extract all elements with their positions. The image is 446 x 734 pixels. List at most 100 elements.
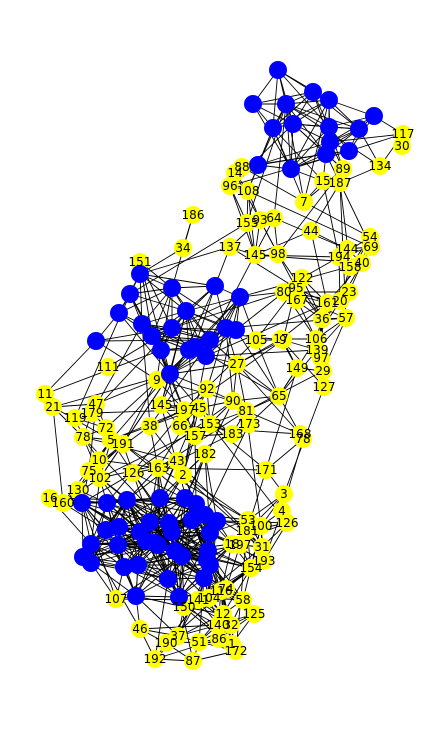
blue-node — [170, 588, 188, 606]
yellow-node — [221, 177, 239, 195]
node-label: 145 — [244, 248, 267, 262]
node-label: 45 — [191, 401, 206, 415]
graph-edge — [229, 246, 297, 289]
blue-node — [163, 279, 181, 297]
blue-node — [269, 61, 287, 79]
yellow-node — [175, 401, 193, 419]
yellow-node — [201, 415, 219, 433]
node-label: 18 — [224, 537, 239, 551]
node-label: 161 — [316, 296, 339, 310]
yellow-node — [44, 398, 62, 416]
blue-node — [118, 491, 136, 509]
yellow-node — [247, 331, 265, 349]
yellow-node — [212, 582, 230, 600]
yellow-node — [190, 399, 208, 417]
node-label: 186 — [182, 208, 205, 222]
graph-edge — [292, 123, 350, 152]
yellow-node — [337, 309, 355, 327]
yellow-node — [253, 538, 271, 556]
yellow-node — [362, 238, 380, 256]
node-label: 104 — [198, 591, 221, 605]
node-label: 2 — [179, 468, 187, 482]
graph-edge — [272, 127, 324, 182]
graph-edge — [245, 410, 301, 435]
node-label: 90 — [225, 394, 240, 408]
graph-edge — [247, 190, 372, 248]
node-label: 150 — [173, 600, 196, 614]
node-label: 64 — [266, 211, 281, 225]
yellow-node — [190, 633, 208, 651]
blue-node — [115, 558, 133, 576]
node-label: 126 — [122, 466, 145, 480]
node-label: 126 — [276, 516, 299, 530]
graph-edge — [81, 502, 84, 558]
node-label: 163 — [147, 461, 170, 475]
blue-node — [320, 118, 338, 136]
node-label: 116 — [210, 584, 233, 598]
yellow-node — [189, 591, 207, 609]
yellow-node — [227, 642, 245, 660]
graph-edge — [183, 339, 257, 411]
yellow-node — [331, 292, 349, 310]
graph-edge — [95, 340, 158, 381]
node-label: 105 — [245, 333, 268, 347]
graph-edge — [265, 367, 298, 471]
blue-node — [244, 95, 262, 113]
yellow-node — [174, 466, 192, 484]
node-label: 66 — [172, 419, 187, 433]
graph-edge — [257, 153, 327, 166]
graph-edge — [110, 349, 190, 441]
node-label: 92 — [199, 382, 214, 396]
yellow-node — [265, 209, 283, 227]
yellow-node — [242, 559, 260, 577]
node-label: 134 — [369, 159, 392, 173]
node-label: 194 — [328, 250, 351, 264]
node-label: 7 — [300, 195, 308, 209]
node-label: 3 — [280, 487, 288, 501]
graph-edge — [182, 474, 249, 521]
graph-edge — [272, 99, 330, 129]
graph-edge — [44, 340, 97, 395]
node-label: 51 — [191, 635, 206, 649]
graph-edge — [99, 373, 171, 479]
blue-node — [161, 365, 179, 383]
node-label: 65 — [271, 389, 286, 403]
node-label: 139 — [306, 343, 329, 357]
graph-edge — [139, 273, 216, 287]
node-label: 182 — [194, 447, 217, 461]
yellow-node — [239, 182, 257, 200]
yellow-node — [371, 157, 389, 175]
node-label: 40 — [354, 256, 369, 270]
node-label: 171 — [255, 463, 278, 477]
node-label: 97 — [313, 351, 328, 365]
node-label: 187 — [329, 176, 352, 190]
node-label: 17 — [273, 332, 288, 346]
node-label: 95 — [288, 281, 303, 295]
blue-node — [320, 91, 338, 109]
node-label: 191 — [112, 437, 135, 451]
yellow-node — [295, 193, 313, 211]
graph-edge — [205, 302, 328, 357]
blue-node — [87, 332, 105, 350]
node-label: 78 — [75, 430, 90, 444]
yellow-node — [186, 427, 204, 445]
yellow-node — [234, 591, 252, 609]
yellow-node — [107, 590, 125, 608]
node-label: 107 — [105, 592, 128, 606]
graph-edge — [156, 379, 234, 402]
yellow-node — [334, 160, 352, 178]
blue-node — [163, 523, 181, 541]
node-label: 16 — [42, 491, 57, 505]
yellow-node — [99, 358, 117, 376]
yellow-node — [114, 435, 132, 453]
blue-node — [98, 494, 116, 512]
yellow-node — [238, 214, 256, 232]
blue-node — [152, 341, 170, 359]
graph-edge — [236, 363, 301, 435]
blue-node — [177, 302, 195, 320]
graph-edge — [272, 69, 279, 129]
node-label: 106 — [305, 332, 328, 346]
yellow-node — [54, 494, 72, 512]
graph-edge — [122, 379, 158, 445]
